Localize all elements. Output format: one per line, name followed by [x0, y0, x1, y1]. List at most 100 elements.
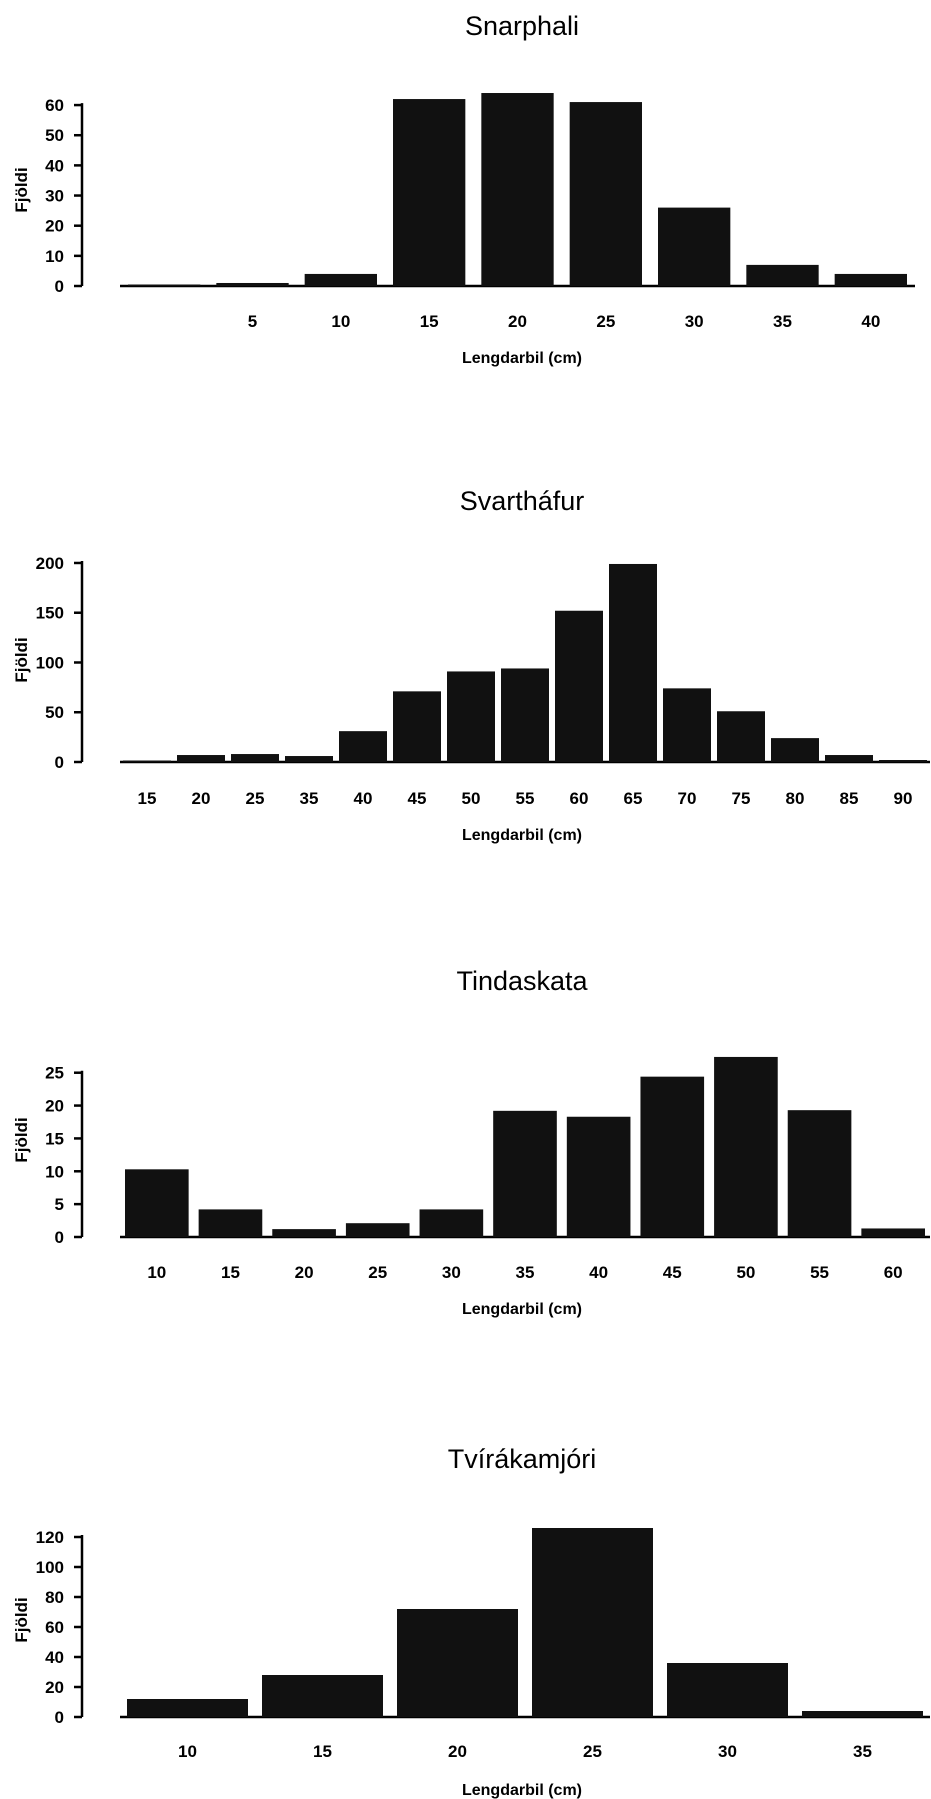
- bar: [609, 563, 657, 762]
- bar: [216, 282, 289, 286]
- y-tick-label: 15: [45, 1129, 64, 1148]
- x-tick-label: 15: [221, 1263, 240, 1282]
- bar: [501, 668, 549, 762]
- x-tick-label: 25: [246, 789, 265, 808]
- bar: [802, 1711, 923, 1717]
- bar: [714, 1056, 778, 1237]
- x-tick-label: 50: [462, 789, 481, 808]
- bar: [555, 610, 603, 762]
- bar: [746, 264, 819, 286]
- y-axis-label: Fjöldi: [12, 1597, 31, 1642]
- x-tick-label: 25: [368, 1263, 387, 1282]
- x-tick-label: 20: [508, 312, 527, 331]
- y-tick-label: 120: [36, 1528, 64, 1547]
- bar: [128, 284, 201, 286]
- x-tick-label: 45: [663, 1263, 682, 1282]
- x-tick-label: 45: [408, 789, 427, 808]
- y-axis-label: Fjöldi: [12, 637, 31, 682]
- y-tick-label: 50: [45, 126, 64, 145]
- x-tick-label: 55: [810, 1263, 829, 1282]
- chart-title: Tvírákamjóri: [448, 1444, 597, 1474]
- y-tick-label: 150: [36, 604, 64, 623]
- bar: [834, 273, 907, 286]
- y-tick-label: 20: [45, 1097, 64, 1116]
- bar: [663, 688, 711, 762]
- x-tick-label: 15: [313, 1742, 332, 1761]
- bar: [825, 755, 873, 762]
- y-tick-label: 40: [45, 156, 64, 175]
- x-tick-label: 5: [248, 312, 257, 331]
- x-tick-label: 20: [192, 789, 211, 808]
- y-tick-label: 0: [55, 1708, 64, 1727]
- x-tick-label: 35: [773, 312, 792, 331]
- x-axis-label: Lengdarbil (cm): [462, 1782, 582, 1799]
- bar: [198, 1209, 263, 1237]
- bar: [717, 711, 765, 762]
- bar: [640, 1076, 705, 1237]
- x-tick-label: 65: [624, 789, 643, 808]
- y-tick-label: 25: [45, 1064, 64, 1083]
- bar: [771, 738, 819, 762]
- bar: [393, 691, 441, 762]
- chart-title: Svartháfur: [460, 486, 585, 516]
- bar: [339, 731, 387, 762]
- chart-panel-4: Tvírákamjóri Fjöldi 0 20 40 60 80 100 120 10 15 20 2…: [12, 1444, 930, 1799]
- y-tick-label: 10: [45, 1162, 64, 1181]
- x-tick-label: 40: [354, 789, 373, 808]
- bar: [123, 760, 171, 762]
- y-tick-label: 200: [36, 554, 64, 573]
- x-tick-label: 40: [589, 1263, 608, 1282]
- x-tick-label: 35: [300, 789, 319, 808]
- bar: [481, 93, 554, 286]
- y-tick-label: 20: [45, 1678, 64, 1697]
- x-tick-label: 30: [718, 1742, 737, 1761]
- y-tick-label: 80: [45, 1588, 64, 1607]
- y-tick-label: 60: [45, 96, 64, 115]
- bar: [262, 1675, 383, 1717]
- y-axis-label: Fjöldi: [12, 1117, 31, 1162]
- x-tick-label: 50: [736, 1263, 755, 1282]
- y-tick-label: 40: [45, 1648, 64, 1667]
- x-tick-label: 10: [331, 312, 350, 331]
- x-tick-label: 25: [583, 1742, 602, 1761]
- bar: [787, 1110, 852, 1237]
- bar: [393, 99, 466, 287]
- y-tick-label: 0: [55, 1228, 64, 1247]
- x-tick-label: 20: [295, 1263, 314, 1282]
- bar: [667, 1663, 788, 1717]
- chart-title: Tindaskata: [456, 966, 588, 996]
- y-tick-label: 0: [55, 753, 64, 772]
- bar: [566, 1116, 631, 1237]
- bar: [125, 1169, 189, 1237]
- bar: [419, 1209, 484, 1237]
- x-axis-label: Lengdarbil (cm): [462, 1301, 582, 1318]
- y-tick-label: 5: [55, 1195, 64, 1214]
- y-tick-label: 30: [45, 187, 64, 206]
- x-tick-label: 30: [442, 1263, 461, 1282]
- x-tick-label: 20: [448, 1742, 467, 1761]
- x-tick-label: 80: [786, 789, 805, 808]
- bar: [658, 207, 731, 286]
- x-tick-label: 60: [884, 1263, 903, 1282]
- x-axis-label: Lengdarbil (cm): [462, 827, 582, 844]
- bar: [879, 760, 927, 762]
- x-tick-label: 90: [894, 789, 913, 808]
- x-tick-label: 30: [685, 312, 704, 331]
- y-tick-label: 100: [36, 1558, 64, 1577]
- bar: [493, 1110, 557, 1237]
- bar: [304, 273, 377, 286]
- bar: [861, 1228, 925, 1237]
- y-tick-label: 60: [45, 1618, 64, 1637]
- y-tick-label: 50: [45, 703, 64, 722]
- chart-panel-2: Svartháfur Fjöldi 0 50 100 150 200 15 20 25 35 40 45…: [12, 486, 930, 844]
- x-tick-label: 75: [732, 789, 751, 808]
- x-tick-label: 60: [570, 789, 589, 808]
- bar: [447, 671, 495, 762]
- x-tick-label: 10: [178, 1742, 197, 1761]
- bar: [285, 756, 333, 762]
- x-tick-label: 25: [596, 312, 615, 331]
- bar: [532, 1528, 653, 1717]
- y-tick-label: 100: [36, 653, 64, 672]
- x-tick-label: 15: [420, 312, 439, 331]
